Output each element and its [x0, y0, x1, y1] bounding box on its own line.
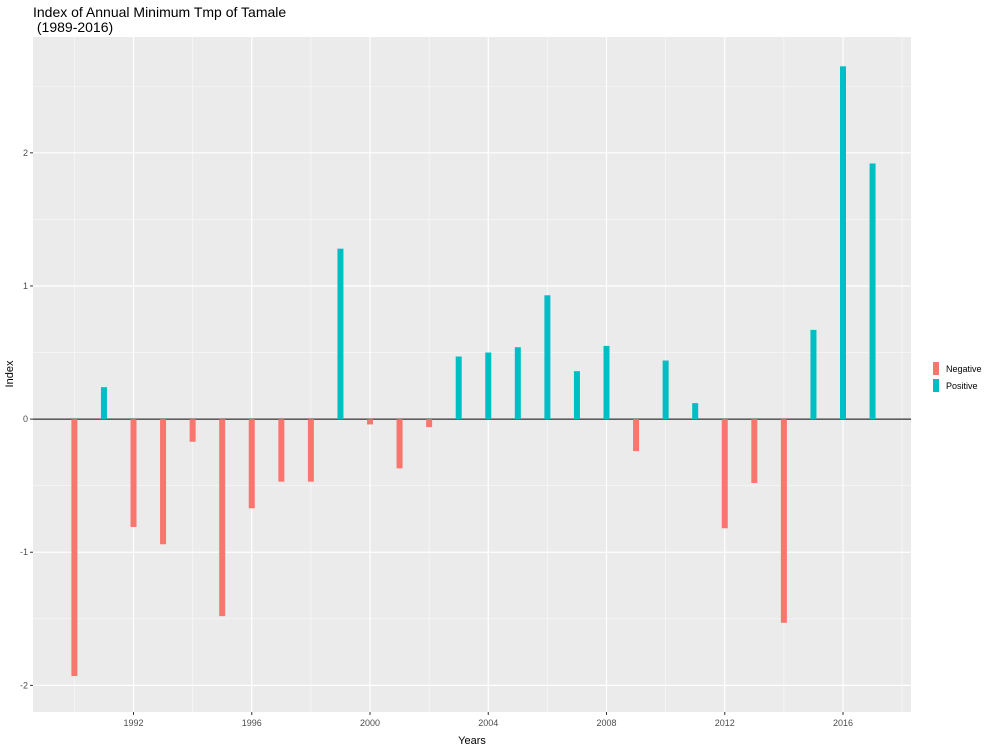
x-tick-label: 2016	[833, 718, 853, 728]
bar-2009	[633, 419, 640, 452]
bar-1995	[219, 419, 226, 617]
y-tick-label: -2	[20, 680, 28, 690]
x-axis-label: Years	[458, 735, 486, 747]
bar-2008	[603, 345, 610, 420]
bar-2010	[662, 360, 669, 420]
y-axis: -2 -1 0 1 2	[20, 148, 33, 690]
chart-title: Index of Annual Minimum Tmp of Tamale (1…	[33, 5, 286, 35]
bar-2000	[367, 419, 374, 425]
bar-2012	[721, 419, 728, 529]
bar-2005	[514, 347, 521, 420]
x-tick-label: 1992	[123, 718, 143, 728]
bar-1996	[248, 419, 255, 509]
legend-label-positive: Positive	[946, 381, 978, 391]
chart-title-line2: (1989-2016)	[33, 19, 114, 35]
y-axis-label: Index	[4, 360, 16, 387]
x-axis: 1992 1996 2000 2004 2008 2012 2016	[123, 712, 853, 728]
bar-1990	[71, 419, 78, 677]
legend-label-negative: Negative	[946, 364, 982, 374]
x-tick-label: 2004	[478, 718, 498, 728]
y-tick-label: -1	[20, 547, 28, 557]
bar-1994	[189, 419, 196, 442]
bar-2002	[426, 419, 433, 428]
x-tick-label: 1996	[242, 718, 262, 728]
bar-1991	[100, 387, 107, 420]
bar-2003	[455, 356, 462, 420]
bar-2015	[810, 329, 817, 420]
bar-2007	[573, 371, 580, 420]
legend: Negative Positive	[933, 362, 982, 392]
y-tick-label: 1	[23, 281, 28, 291]
bar-2017	[869, 163, 876, 420]
y-tick-label: 2	[23, 148, 28, 158]
bar-2001	[396, 419, 403, 469]
legend-key-positive	[933, 379, 939, 392]
bar-2014	[780, 419, 787, 623]
y-tick-label: 0	[23, 414, 28, 424]
x-tick-label: 2012	[715, 718, 735, 728]
bar-1998	[307, 419, 314, 482]
chart-title-line1: Index of Annual Minimum Tmp of Tamale	[33, 4, 287, 20]
bar-2013	[751, 419, 758, 484]
legend-key-negative	[933, 362, 939, 375]
bar-2006	[544, 295, 551, 420]
bar-2016	[840, 66, 847, 420]
x-tick-label: 2008	[596, 718, 616, 728]
bar-2011	[692, 403, 699, 420]
x-tick-label: 2000	[360, 718, 380, 728]
plot-panel	[33, 37, 911, 712]
bar-1997	[278, 419, 285, 482]
bar-1993	[160, 419, 167, 545]
bar-1999	[337, 248, 344, 420]
bar-1992	[130, 419, 137, 527]
bar-2004	[485, 352, 492, 420]
bars	[71, 66, 876, 677]
